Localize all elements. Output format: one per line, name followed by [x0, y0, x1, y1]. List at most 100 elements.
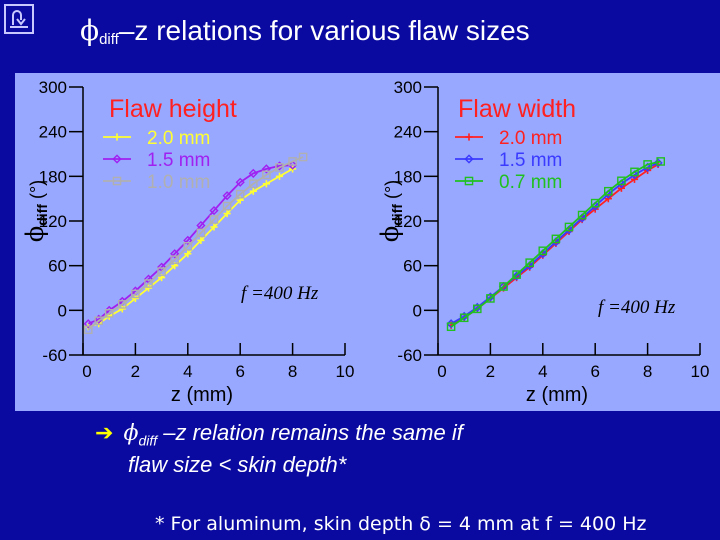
legend-marker — [113, 133, 121, 141]
chart-flaw-width: -60 0 60 120 180 240 300 0 2 4 6 8 10 ϕdiff (°) z (mm)… — [376, 78, 710, 406]
data-point — [512, 271, 522, 281]
data-point — [104, 309, 114, 318]
x-tick-label: 0 — [82, 362, 91, 381]
data-point — [459, 313, 469, 323]
x-tick-label: 2 — [131, 362, 140, 381]
data-point — [209, 205, 219, 216]
bullet-phi: ϕ — [123, 421, 139, 446]
legend-label: 1.5 mm — [499, 150, 562, 171]
chart-panel-flaw-height: -60 0 60 120 180 240 300 0 2 4 6 8 10 ϕdiff (°) z (mm)… — [15, 73, 370, 411]
legend-label: 0.7 mm — [499, 172, 562, 193]
data-point — [117, 300, 127, 309]
title-rest: –z relations for various flaw sizes — [118, 15, 530, 46]
data-point — [131, 294, 139, 303]
data-point — [170, 255, 180, 265]
data-point — [222, 201, 232, 211]
y-tick-label: -60 — [397, 346, 422, 365]
chart-title: Flaw height — [109, 95, 237, 123]
data-point — [525, 258, 535, 267]
data-point — [603, 186, 613, 196]
data-point — [131, 289, 140, 299]
data-point — [275, 172, 284, 180]
chart-panel-flaw-width: -60 0 60 120 180 240 300 0 2 4 6 8 10 ϕdiff (°) z (mm)… — [370, 73, 720, 411]
legend-label: 2.0 mm — [499, 128, 562, 149]
series-line — [87, 164, 293, 325]
data-point — [261, 164, 271, 174]
y-axis-label-sub: diff — [389, 204, 405, 226]
y-axis-label-unit: (°) — [382, 180, 402, 204]
bullet-line1: –z relation remains the same if — [163, 420, 463, 445]
conclusion-line-1: ➔ ϕdiff –z relation remains the same if — [95, 420, 463, 448]
y-tick-label: 240 — [394, 123, 422, 142]
slide-title: ϕdiff–z relations for various flaw sizes — [80, 14, 530, 48]
data-point — [144, 279, 153, 288]
x-tick-label: 10 — [691, 362, 710, 381]
data-point — [197, 236, 205, 244]
data-point — [183, 242, 193, 251]
legend-marker — [464, 176, 474, 186]
data-point — [83, 319, 93, 329]
x-tick-label: 8 — [643, 362, 652, 381]
x-tick-label: 6 — [235, 362, 244, 381]
data-point — [472, 304, 482, 314]
legend-marker — [465, 133, 473, 141]
data-point — [83, 325, 93, 334]
x-axis-label: z (mm) — [526, 384, 588, 406]
title-sub: diff — [99, 31, 119, 48]
data-point — [249, 187, 257, 195]
data-point — [118, 305, 126, 313]
y-tick-label: 300 — [39, 78, 67, 97]
data-point — [235, 177, 245, 187]
y-tick-label: 180 — [394, 167, 422, 186]
bullet-sub: diff — [138, 432, 158, 449]
y-tick-label: 120 — [394, 212, 422, 231]
x-tick-label: 4 — [183, 362, 192, 381]
data-point — [298, 152, 308, 162]
arrow-bullet-icon: ➔ — [95, 420, 114, 445]
x-tick-label: 6 — [590, 362, 599, 381]
y-tick-label: 0 — [413, 301, 422, 320]
y-axis-label-symbol: ϕ — [376, 226, 404, 242]
chart-title: Flaw width — [458, 95, 576, 123]
data-point — [590, 198, 600, 208]
data-point — [157, 267, 166, 276]
data-point — [196, 228, 206, 238]
data-point — [183, 235, 193, 245]
data-point — [209, 215, 219, 224]
data-point — [499, 282, 508, 291]
y-axis-label: ϕdiff (°) — [21, 180, 50, 242]
legend-marker — [112, 154, 122, 164]
data-point — [446, 322, 456, 332]
data-point — [288, 160, 298, 170]
footnote: * For aluminum, skin depth δ = 4 mm at f… — [155, 513, 647, 535]
y-tick-label: 300 — [394, 78, 422, 97]
legend-label: 1.0 mm — [147, 172, 210, 193]
y-tick-label: 0 — [58, 301, 67, 320]
data-point — [288, 157, 297, 166]
data-point — [643, 160, 652, 169]
y-axis-label-unit: (°) — [27, 180, 47, 204]
data-point — [94, 316, 104, 326]
data-point — [275, 163, 284, 172]
data-point — [223, 209, 231, 218]
data-point — [222, 191, 232, 201]
x-tick-label: 8 — [288, 362, 297, 381]
data-point — [617, 176, 626, 186]
data-point — [630, 167, 639, 177]
data-point — [248, 168, 258, 178]
data-point — [551, 234, 561, 244]
y-axis-label-sub: diff — [34, 204, 50, 226]
legend-marker — [112, 176, 122, 186]
chart-flaw-height: -60 0 60 120 180 240 300 0 2 4 6 8 10 ϕdiff (°) z (mm)… — [21, 78, 354, 406]
title-phi: ϕ — [80, 14, 100, 47]
x-axis-label: z (mm) — [171, 384, 233, 406]
data-point — [170, 249, 180, 259]
data-point — [210, 223, 218, 231]
home-return-icon[interactable] — [4, 4, 34, 34]
y-tick-label: 60 — [403, 257, 422, 276]
y-tick-label: 60 — [48, 257, 67, 276]
y-tick-label: -60 — [42, 346, 67, 365]
legend-marker — [464, 154, 474, 164]
data-point — [184, 250, 192, 258]
data-point — [656, 157, 666, 166]
